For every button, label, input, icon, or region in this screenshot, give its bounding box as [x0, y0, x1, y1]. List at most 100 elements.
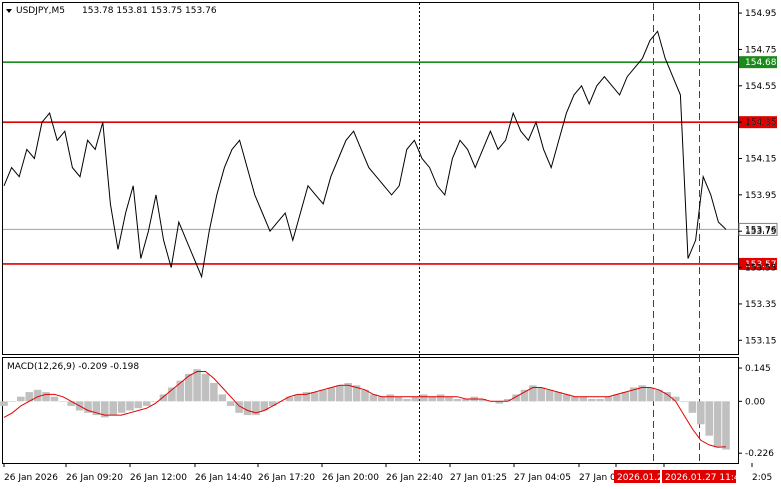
macd-bar: [50, 396, 59, 402]
macd-bar: [92, 401, 101, 416]
macd-bar: [184, 373, 193, 402]
macd-bar: [462, 399, 470, 402]
macd-bar: [378, 396, 386, 402]
level-tag: [739, 56, 777, 69]
macd-bar: [17, 396, 25, 402]
macd-bar: [722, 401, 730, 450]
macd-bar: [671, 396, 680, 402]
macd-signal-line: [3, 371, 727, 448]
macd-bar: [109, 401, 117, 416]
price-tick-label: 153.15: [745, 336, 777, 346]
macd-bar: [629, 387, 638, 402]
price-tick-label: 153.35: [745, 300, 777, 310]
level-tag: [739, 116, 777, 129]
macd-bar: [285, 396, 294, 402]
macd-bar: [495, 401, 504, 404]
macd-bar: [302, 392, 311, 402]
price-pane: [2, 2, 739, 355]
macd-tick-label: -0.226: [745, 449, 774, 459]
macd-bar: [151, 401, 159, 402]
macd-bar: [579, 396, 588, 402]
macd-bar: [168, 387, 176, 402]
macd-histogram: [0, 369, 730, 450]
time-tick-label: 27 Jan 01:25: [450, 473, 507, 483]
macd-bar: [176, 380, 185, 402]
event-time-label: 2026.01.27 11:45: [665, 473, 745, 483]
price-tick-label: 154.75: [745, 45, 777, 55]
macd-bar: [554, 392, 562, 402]
macd-bar: [134, 401, 143, 409]
macd-bar: [587, 399, 596, 402]
macd-bar: [25, 392, 33, 402]
price-tick-label: 154.55: [745, 82, 777, 92]
macd-bar: [411, 396, 420, 402]
price-tick-label: 154.15: [745, 155, 777, 165]
macd-bar: [101, 401, 109, 418]
level-tag: [739, 257, 777, 270]
macd-bar: [638, 385, 646, 402]
macd-bar: [210, 383, 218, 402]
macd-bar: [117, 401, 126, 413]
macd-bar: [59, 401, 67, 402]
macd-bar: [319, 389, 327, 402]
macd-bar: [613, 394, 621, 402]
macd-bar: [193, 369, 201, 402]
macd-bar: [663, 392, 672, 402]
macd-bar: [420, 394, 428, 402]
time-tick-label: 26 Jan 14:40: [195, 473, 252, 483]
macd-bar: [218, 394, 227, 402]
chart-symbol: USDJPY,M5: [16, 6, 65, 16]
current-price-tag: [738, 222, 778, 236]
macd-bar: [252, 401, 260, 416]
macd-bar: [453, 399, 462, 402]
macd-bar: [571, 396, 579, 402]
macd-bar: [294, 394, 302, 402]
macd-bar: [705, 401, 713, 436]
macd-bar: [537, 387, 546, 402]
macd-bar: [159, 394, 168, 402]
macd-bar: [621, 392, 630, 402]
macd-bar: [201, 373, 210, 402]
macd-bar: [142, 401, 151, 406]
price-tick-label: 153.95: [745, 191, 777, 201]
price-tick-label: 153.75: [745, 227, 777, 237]
macd-bar: [268, 401, 277, 406]
time-tick-label: 27 Jan 04:05: [514, 473, 571, 483]
macd-bar: [403, 399, 411, 402]
level-label: 154.35: [745, 118, 777, 128]
event-time-label: 2026.01.2: [617, 473, 663, 483]
macd-axis: 0.145 0.00 -0.226: [738, 364, 774, 459]
levels-layer: 154.68 154.35 153.57 153.76: [3, 56, 778, 270]
collapse-triangle-icon[interactable]: [6, 9, 12, 13]
macd-bar: [126, 401, 134, 411]
level-label: 154.68: [745, 58, 777, 68]
macd-bar: [327, 387, 336, 402]
macd-bar: [436, 394, 445, 402]
macd-bar: [260, 401, 269, 411]
macd-bar: [529, 385, 537, 402]
macd-bar: [67, 401, 75, 406]
price-tick-label: 154.35: [745, 118, 777, 128]
time-axis: 26 Jan 2026 26 Jan 09:20 26 Jan 12:00 26 Ja…: [3, 463, 772, 483]
macd-bar: [697, 401, 705, 425]
price-tick-label: 154.95: [745, 9, 777, 19]
macd-bar: [503, 399, 512, 402]
macd-bar: [428, 396, 436, 402]
macd-bar: [386, 394, 394, 402]
time-tick-label: 2:05: [752, 473, 772, 483]
macd-bar: [562, 394, 571, 402]
time-tick-label: 26 Jan 2026: [4, 473, 58, 483]
macd-bar: [680, 401, 688, 402]
macd-bar: [84, 401, 92, 413]
level-label: 153.57: [745, 260, 777, 270]
macd-bar: [33, 389, 42, 402]
macd-bar: [369, 394, 378, 402]
macd-bar: [596, 399, 604, 402]
macd-bar: [0, 401, 8, 406]
macd-bar: [336, 385, 344, 402]
macd-bar: [604, 396, 613, 402]
price-series-line: [3, 30, 727, 279]
macd-bar: [226, 401, 235, 406]
macd-bar: [42, 392, 50, 402]
